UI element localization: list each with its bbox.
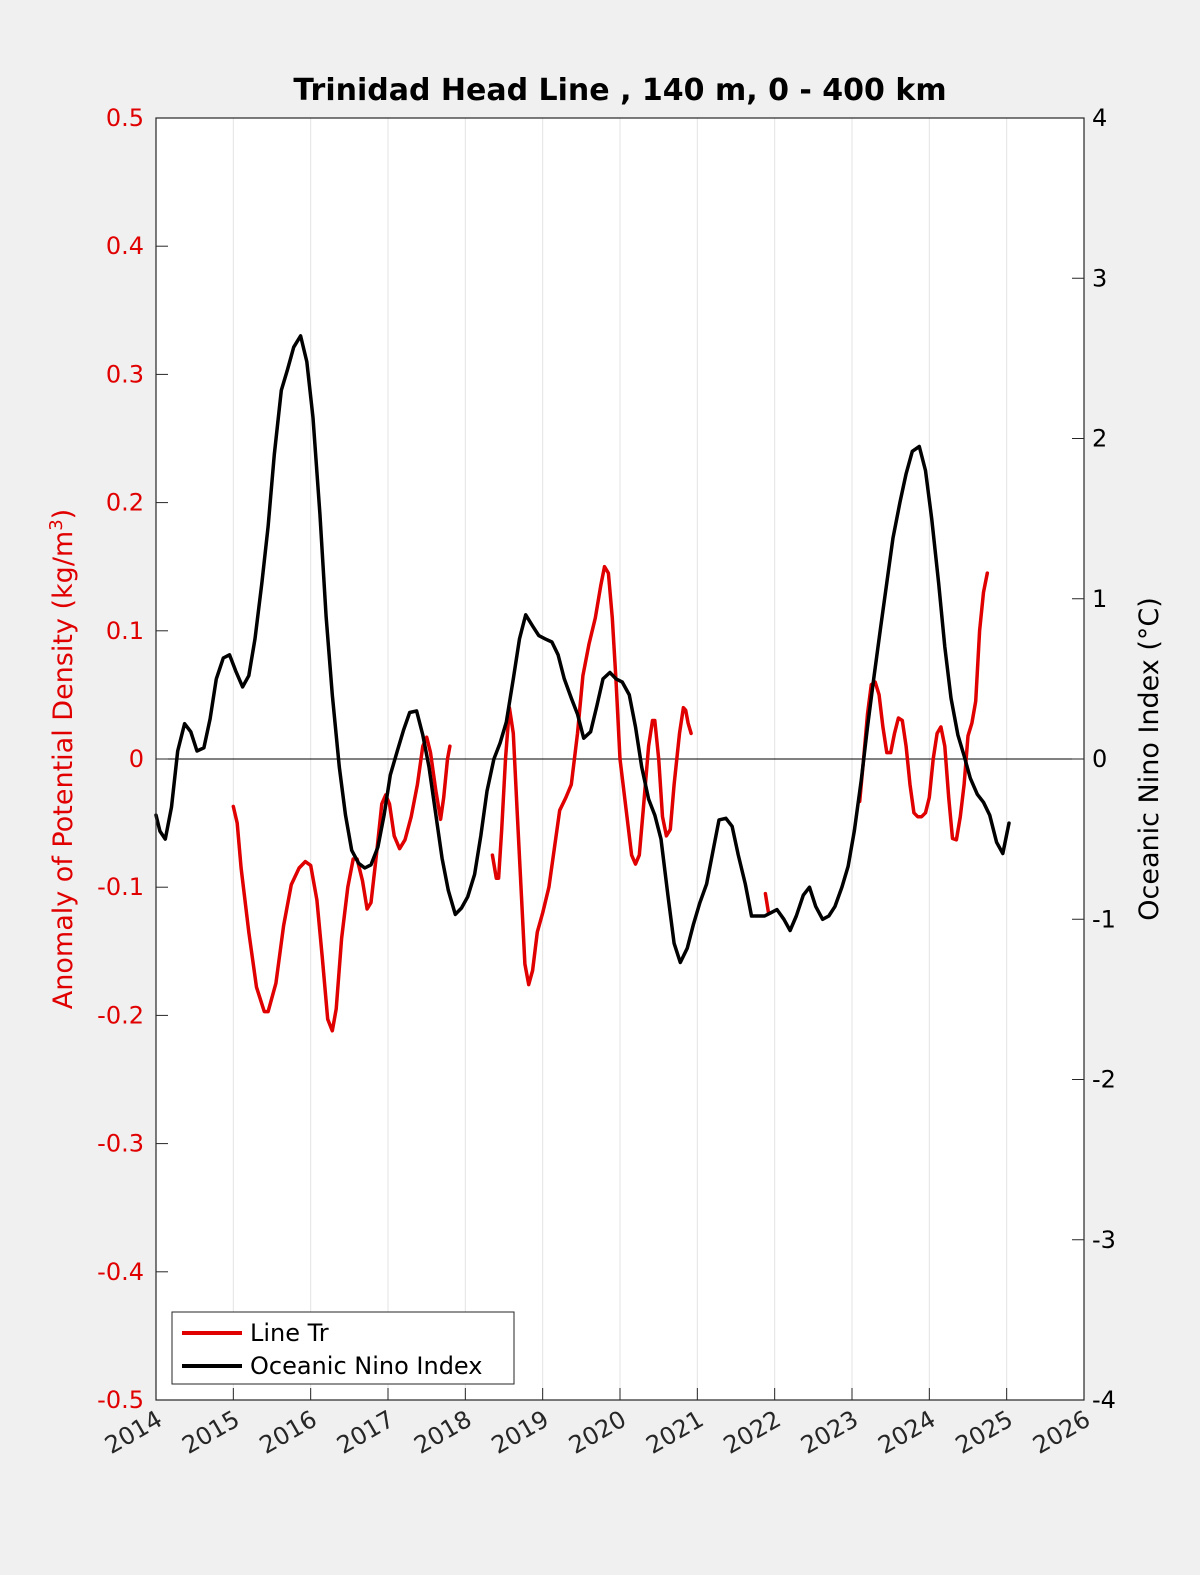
x-tick-label-6: 2020 — [564, 1405, 631, 1460]
series-line-tr-segment-1 — [490, 564, 693, 987]
legend-box — [171, 1311, 515, 1385]
y-right-tick-label-2: 2 — [1092, 425, 1107, 453]
left-axis-ticks: 0.5 0.4 0.3 0.2 0.1 0 -0.1 -0.2 -0.3 -0.4 -0.5 — [97, 104, 168, 1414]
y-left-tick-label-1: 0.4 — [106, 232, 144, 260]
y-right-tick-label-4: 0 — [1092, 745, 1107, 773]
y-right-tick-label-1: 3 — [1092, 264, 1107, 292]
x-tick-label-4: 2018 — [409, 1405, 476, 1460]
y-axis-right-label: Oceanic Nino Index (°C) — [1134, 597, 1165, 921]
x-tick-label-5: 2019 — [487, 1405, 554, 1460]
y-axis-left-label: Anomaly of Potential Density (kg/m3) — [46, 509, 79, 1009]
y-left-tick-label-5: 0 — [129, 745, 144, 773]
y-left-tick-label-6: -0.1 — [97, 873, 144, 901]
x-tick-label-1: 2015 — [177, 1405, 244, 1460]
chart-title: Trinidad Head Line , 140 m, 0 - 400 km — [293, 73, 946, 108]
y-right-tick-label-8: -4 — [1092, 1386, 1116, 1414]
y-left-tick-label-7: -0.2 — [97, 1001, 144, 1029]
x-tick-label-10: 2024 — [873, 1405, 940, 1460]
y-right-tick-label-3: 1 — [1092, 585, 1107, 613]
series-line-tr-segment-2 — [763, 891, 771, 915]
x-tick-label-2: 2016 — [255, 1405, 322, 1460]
y-left-tick-label-0: 0.5 — [106, 104, 144, 132]
x-tick-label-3: 2017 — [332, 1405, 399, 1460]
series-layer — [154, 334, 1011, 1033]
x-tick-label-11: 2025 — [951, 1405, 1018, 1460]
y-right-tick-label-5: -1 — [1092, 905, 1116, 933]
y-right-tick-label-6: -2 — [1092, 1066, 1116, 1094]
x-tick-label-9: 2023 — [796, 1405, 863, 1460]
x-tick-label-7: 2021 — [641, 1405, 708, 1460]
legend-label-oni: Oceanic Nino Index — [250, 1352, 482, 1380]
x-tick-label-12: 2026 — [1028, 1405, 1095, 1460]
x-tick-label-8: 2022 — [719, 1405, 786, 1460]
y-left-tick-label-3: 0.2 — [106, 489, 144, 517]
legend-label-line-tr: Line Tr — [250, 1319, 329, 1347]
y-right-tick-label-7: -3 — [1092, 1226, 1116, 1254]
y-left-tick-label-8: -0.3 — [97, 1130, 144, 1158]
right-axis-ticks: 4 3 2 1 0 -1 -2 -3 -4 — [1072, 104, 1116, 1414]
series-oceanic-nino-index-segment-0 — [154, 334, 1011, 965]
legend: Line Tr Oceanic Nino Index — [171, 1311, 515, 1385]
y-left-tick-label-9: -0.4 — [97, 1258, 144, 1286]
y-right-tick-label-0: 4 — [1092, 104, 1107, 132]
y-left-tick-label-10: -0.5 — [97, 1386, 144, 1414]
y-left-tick-label-4: 0.1 — [106, 617, 144, 645]
y-left-tick-label-2: 0.3 — [106, 360, 144, 388]
